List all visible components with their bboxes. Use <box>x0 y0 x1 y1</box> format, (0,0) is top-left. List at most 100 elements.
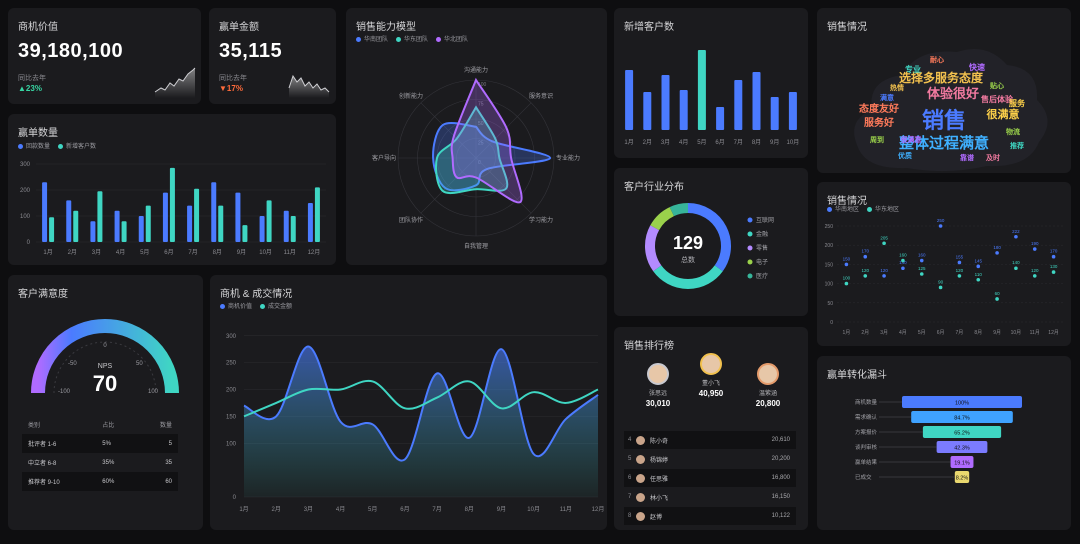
x-tick-label: 9月 <box>770 139 779 146</box>
x-tick-label: 5月 <box>368 506 377 513</box>
x-tick-label: 6月 <box>715 139 724 146</box>
radar-ring-label: 50 <box>478 121 484 127</box>
donut-center-label: 总数 <box>681 255 695 264</box>
legend-item: 商机价值 <box>228 304 253 310</box>
x-tick-label: 3月 <box>880 330 888 336</box>
cloud-word: 快速 <box>969 62 985 72</box>
rank-name: 林小飞 <box>650 495 669 502</box>
sales-ranking-card: 销售排行榜 张思远 30,010 董小飞 40,950 温紫涵 20,800 4… <box>614 327 808 530</box>
bar-新增客户数 <box>242 225 248 242</box>
bar <box>661 75 670 130</box>
data-label: 250 <box>937 218 945 223</box>
y-tick-label: 0 <box>233 495 237 501</box>
kpi-value: 39,180,100 <box>18 40 124 62</box>
scatter-point-华南地区 <box>957 260 962 265</box>
scatter-point-华东地区 <box>995 297 999 301</box>
bar-新增客户数 <box>194 188 200 242</box>
radar-axis-label: 服务意识 <box>529 92 553 100</box>
data-label: 140 <box>899 260 907 265</box>
rank-number: 8 <box>628 513 632 519</box>
cloud-word: 服务 <box>1009 98 1026 108</box>
scatter-point-华东地区 <box>1032 274 1037 278</box>
cloud-word: 周到 <box>870 135 884 144</box>
data-label: 205 <box>880 235 888 240</box>
avatar <box>636 435 645 445</box>
x-tick-label: 9月 <box>497 506 506 513</box>
legend-item: 金融 <box>756 230 768 238</box>
data-label: 140 <box>1012 260 1020 265</box>
kpi-title: 商机价值 <box>18 22 58 33</box>
data-label: 120 <box>861 268 869 273</box>
deal-chart-card: 商机 & 成交情况 商机价值 成交金额 300 250 200 150 100 0 1月 2月… <box>210 275 607 530</box>
x-tick-label: 9月 <box>993 330 1001 336</box>
x-tick-label: 7月 <box>432 506 441 513</box>
rank-name: 杨锦婷 <box>650 457 669 464</box>
avatar <box>757 363 779 385</box>
data-label: 222 <box>1012 229 1020 234</box>
x-tick-label: 8月 <box>974 330 982 336</box>
x-tick-label: 11月 <box>560 506 572 513</box>
data-label: 170 <box>1050 249 1058 254</box>
x-tick-label: 4月 <box>679 139 688 146</box>
radar-ring-label: 100 <box>478 82 487 88</box>
x-tick-label: 8月 <box>465 506 474 513</box>
bar <box>697 50 706 130</box>
kpi-compare-label: 同比去年 <box>18 75 46 82</box>
bar <box>679 90 688 130</box>
x-tick-label: 9月 <box>237 249 246 256</box>
x-tick-label: 7月 <box>734 139 743 146</box>
table-header: 数量 <box>159 423 172 429</box>
kpi-change: ▲23% <box>18 84 42 93</box>
x-tick-label: 2月 <box>643 139 652 146</box>
kpi-compare-label: 同比去年 <box>219 75 247 82</box>
funnel-stage-label: 方案报价 <box>855 428 878 436</box>
legend-dot <box>747 217 753 223</box>
chart-title: 赢单数量 <box>18 128 58 139</box>
chart-legend: 华南地区 华东地区 <box>827 204 899 213</box>
bar-回款数量 <box>90 221 96 242</box>
scatter-point-华东地区 <box>976 277 981 282</box>
x-tick-label: 6月 <box>400 506 409 513</box>
podium-name: 张思远 <box>648 391 667 397</box>
bar-新增客户数 <box>266 200 272 242</box>
x-tick-label: 6月 <box>937 330 945 336</box>
scatter-point-华东地区 <box>1051 270 1056 274</box>
x-tick-label: 12月 <box>592 506 605 513</box>
legend-item: 华南地区 <box>835 207 860 213</box>
ranking-row: 8 赵博 10,122 <box>624 507 796 525</box>
funnel-stage-label: 需求确认 <box>855 413 878 421</box>
chart-title: 客户行业分布 <box>624 182 684 193</box>
orders-chart-card: 赢单数量 回款数量 新增客户数 300 200 100 0 1月 2月 3月 4月 5月 6月 7月… <box>8 114 336 265</box>
y-tick-label: 100 <box>226 441 237 447</box>
cloud-word: 销售 <box>922 108 966 133</box>
podium-name: 董小飞 <box>701 381 720 387</box>
gauge-tick: 0 <box>103 343 107 349</box>
bar-回款数量 <box>307 203 313 242</box>
avatar <box>636 454 645 464</box>
scatter-point-华东地区 <box>863 274 868 278</box>
x-tick-label: 8月 <box>213 249 222 256</box>
cloud-word: 满意 <box>880 93 894 102</box>
gauge-max: 100 <box>148 389 159 395</box>
industry-donut-card: 客户行业分布 129 总数 互联网 金融 零售 电子 医疗 <box>614 168 808 316</box>
legend-item: 成交金额 <box>268 304 293 310</box>
y-tick-label: 0 <box>830 320 833 326</box>
donut-slice-金融 <box>653 265 723 289</box>
x-tick-label: 1月 <box>43 249 52 256</box>
podium-second: 张思远 30,010 <box>638 363 678 408</box>
table-cell: 5 <box>168 440 172 447</box>
data-label: 190 <box>1031 241 1039 246</box>
avatar <box>636 492 645 502</box>
radar-axis <box>420 102 477 159</box>
x-tick-label: 2月 <box>272 506 281 513</box>
bar <box>752 72 761 130</box>
radar-axis-label: 客户导向 <box>372 154 396 162</box>
rank-value: 16,150 <box>771 494 790 500</box>
rank-number: 6 <box>628 475 632 481</box>
bar <box>716 107 725 130</box>
legend-item: 华北团队 <box>444 37 469 43</box>
data-label: 180 <box>993 245 1001 250</box>
x-tick-label: 11月 <box>284 249 296 256</box>
x-tick-label: 5月 <box>697 139 706 146</box>
chart-title: 销售能力模型 <box>356 22 416 33</box>
